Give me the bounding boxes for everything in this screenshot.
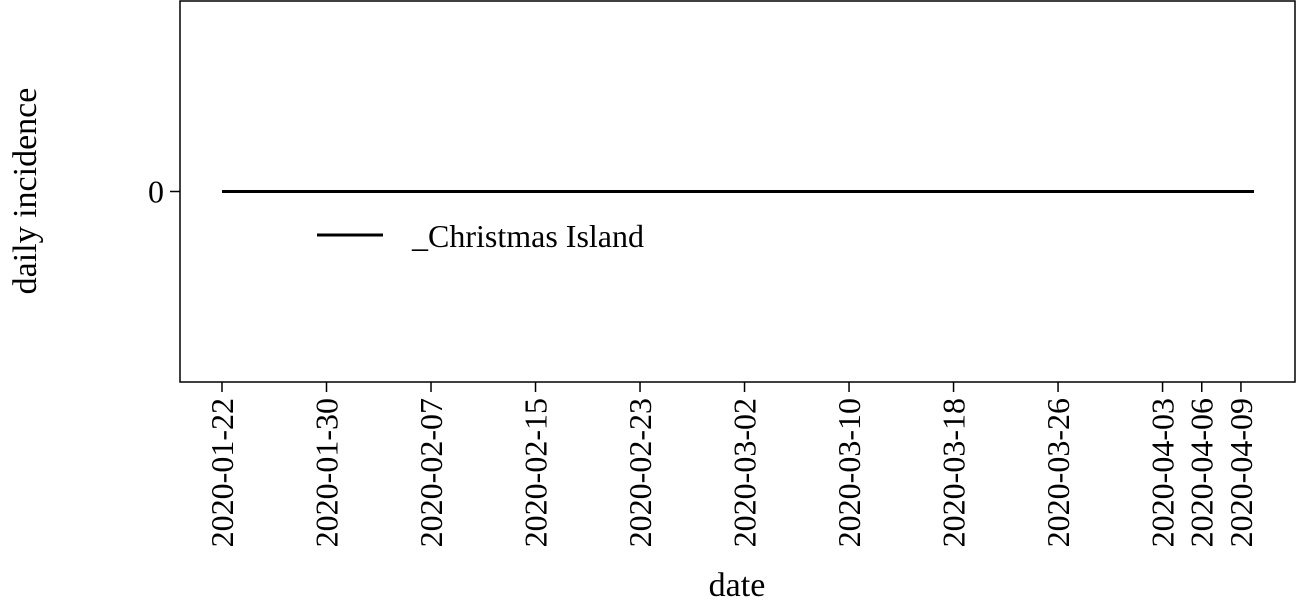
x-tick-label: 2020-04-06 (1184, 398, 1220, 547)
x-tick-label: 2020-01-30 (309, 398, 345, 547)
y-axis-label: daily incidence (7, 88, 44, 295)
x-axis-label: date (709, 567, 766, 600)
legend-label: _Christmas Island (411, 218, 644, 254)
x-tick-label: 2020-02-23 (622, 398, 658, 547)
x-tick-label: 2020-03-10 (831, 398, 867, 547)
x-tick-label: 2020-02-15 (518, 398, 554, 547)
x-tick-label: 2020-03-02 (727, 398, 763, 547)
y-tick-label: 0 (148, 174, 164, 210)
x-tick-label: 2020-02-07 (413, 398, 449, 547)
legend: _Christmas Island (317, 218, 644, 254)
y-axis: 0 (148, 174, 180, 210)
x-tick-label: 2020-03-26 (1040, 398, 1076, 547)
x-tick-label: 2020-04-09 (1223, 398, 1259, 547)
x-tick-label: 2020-01-22 (204, 398, 240, 547)
x-tick-label: 2020-04-03 (1145, 398, 1181, 547)
x-axis: 2020-01-22 2020-01-30 2020-02-07 2020-02-15… (204, 382, 1259, 547)
x-tick-label: 2020-03-18 (936, 398, 972, 547)
